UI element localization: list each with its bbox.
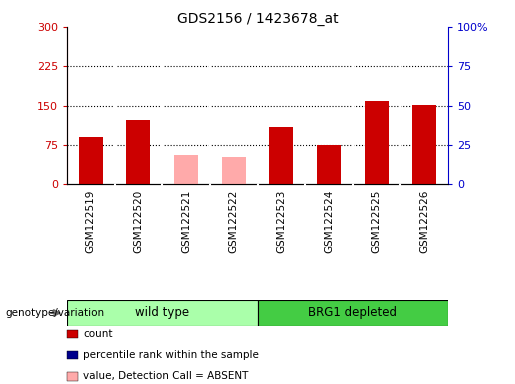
Text: GSM122526: GSM122526	[419, 190, 429, 253]
Text: percentile rank within the sample: percentile rank within the sample	[83, 350, 260, 360]
Bar	[67, 300, 258, 326]
Text: GSM122520: GSM122520	[133, 190, 143, 253]
Bar	[174, 156, 198, 184]
Text: GSM122521: GSM122521	[181, 190, 191, 253]
Bar	[127, 120, 150, 184]
Text: value, Detection Call = ABSENT: value, Detection Call = ABSENT	[83, 371, 249, 381]
Bar	[317, 145, 341, 184]
Text: count: count	[83, 329, 113, 339]
Text: wild type: wild type	[135, 306, 190, 319]
Bar	[222, 157, 246, 184]
Text: genotype/variation: genotype/variation	[5, 308, 104, 318]
Text: GSM122523: GSM122523	[277, 190, 286, 253]
Text: GSM122525: GSM122525	[372, 190, 382, 253]
Text: GSM122522: GSM122522	[229, 190, 238, 253]
Bar	[79, 137, 102, 184]
Text: GSM122524: GSM122524	[324, 190, 334, 253]
Bar	[258, 300, 448, 326]
Bar	[413, 104, 436, 184]
Text: BRG1 depleted: BRG1 depleted	[308, 306, 397, 319]
Title: GDS2156 / 1423678_at: GDS2156 / 1423678_at	[177, 12, 338, 26]
Text: GSM122519: GSM122519	[86, 190, 96, 253]
Bar	[365, 101, 388, 184]
Bar	[269, 127, 293, 184]
